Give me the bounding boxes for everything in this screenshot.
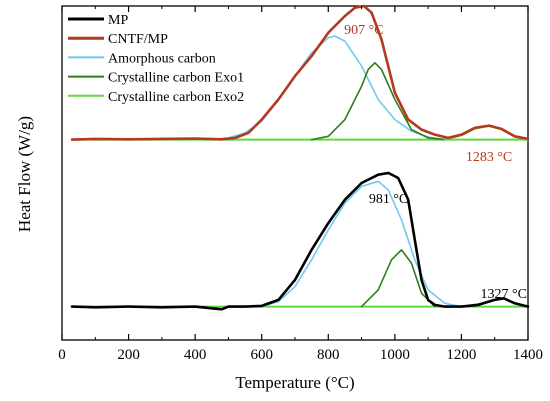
x-tick-label: 200 (117, 347, 140, 363)
lower-series-amorphous-carbon (260, 180, 463, 308)
x-tick-label: 600 (250, 347, 273, 363)
x-tick-label: 1200 (446, 347, 476, 363)
peak-label-907: 907 °C (344, 23, 383, 38)
x-axis-title: Temperature (°C) (235, 373, 354, 392)
series-layer (70, 4, 530, 311)
legend: MP CNTF/MP Amorphous carbon Crystalline car… (68, 13, 244, 105)
lower-series-mp (70, 171, 530, 311)
x-tick-label: 1000 (380, 347, 410, 363)
x-tick-label: 0 (58, 347, 66, 363)
x-tick-label: 800 (317, 347, 340, 363)
y-axis-title: Heat Flow (W/g) (15, 116, 34, 232)
legend-label: CNTF/MP (108, 32, 168, 47)
lower-series-crystalline-carbon-exo1 (360, 249, 436, 308)
upper-series-amorphous-carbon (211, 35, 446, 141)
x-axis-ticks: 0 200 400 600 800 1000 1200 1400 (58, 6, 543, 363)
peak-label-981: 981 °C (369, 192, 408, 207)
legend-label: Crystalline carbon Exo2 (108, 90, 244, 105)
legend-label: Amorphous carbon (108, 51, 216, 66)
legend-label: MP (108, 13, 128, 28)
upper-series-cntf-mp (70, 4, 530, 141)
peak-annotations: 907 °C 1283 °C 981 °C 1327 °C (344, 23, 527, 302)
x-tick-label: 400 (184, 347, 207, 363)
legend-label: Crystalline carbon Exo1 (108, 71, 244, 86)
peak-label-1283: 1283 °C (466, 150, 512, 165)
x-tick-label: 1400 (513, 347, 543, 363)
upper-series-crystalline-carbon-exo1 (310, 62, 446, 141)
peak-label-1327: 1327 °C (480, 287, 526, 302)
